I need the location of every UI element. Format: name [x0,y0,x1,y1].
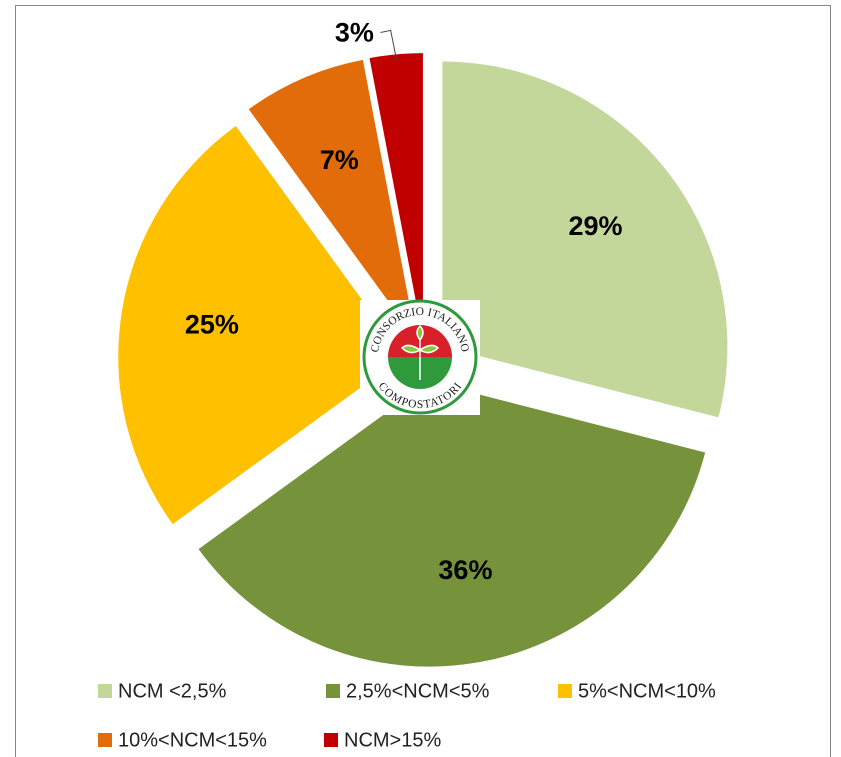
data-label: 7% [320,145,359,175]
legend-label: 2,5%<NCM<5% [346,680,490,702]
data-label: 29% [568,211,622,241]
data-label: 25% [185,309,239,339]
leader-line [380,29,398,61]
data-label: 3% [335,18,374,48]
legend-label: NCM <2,5% [118,680,227,702]
legend-label: 5%<NCM<10% [578,680,716,702]
legend-label: NCM>15% [344,729,441,751]
legend-swatch [324,733,338,747]
data-label: 36% [438,555,492,585]
legend-swatch [98,733,112,747]
legend-label: 10%<NCM<15% [118,729,267,751]
legend-swatch [326,684,340,698]
logo: CONSORZIO ITALIANO COMPOSTATORI [360,299,480,415]
pie: 29% 36% 25% 7% 3% [118,18,728,667]
legend-swatch [558,684,572,698]
pie-slice [369,53,423,339]
pie-slice [198,381,706,667]
logo-plant [400,324,440,380]
legend-swatch [98,684,112,698]
pie-slice [118,125,404,525]
pie-slice [248,59,417,340]
pie-slice [442,61,728,418]
